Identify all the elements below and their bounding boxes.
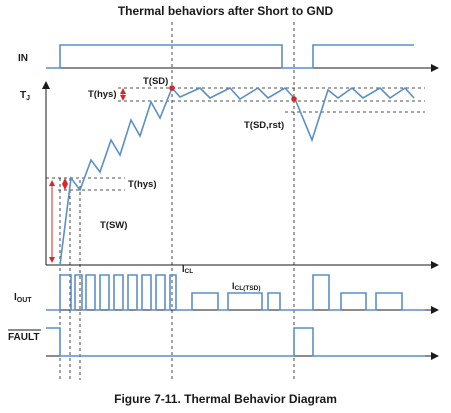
thys-low-label: T(hys)	[128, 179, 157, 190]
tj-label: TJ	[20, 90, 30, 102]
red-dimension-arrows	[49, 88, 126, 263]
tsw-label: T(SW)	[100, 220, 127, 231]
icl-tsd-label: ICL(TSD)	[232, 281, 261, 292]
icl-label: ICL	[182, 264, 193, 275]
tsd-point	[169, 85, 175, 91]
time-markers	[59, 22, 295, 380]
tsd-label: T(SD)	[143, 76, 168, 87]
in-waveform	[46, 44, 414, 69]
tsd-markers	[169, 85, 297, 102]
tsd-rst-label: T(SD,rst)	[244, 120, 284, 131]
fault-label: FAULT	[8, 332, 39, 343]
in-label: IN	[18, 53, 28, 64]
threshold-lines	[46, 87, 425, 191]
iout-label: IOUT	[14, 292, 32, 304]
tsd-rst-point	[291, 96, 297, 102]
fault-waveform	[46, 327, 425, 357]
tj-waveform	[59, 86, 415, 266]
figure-caption: Figure 7-11. Thermal Behavior Diagram	[114, 392, 337, 406]
thys-top-label: T(hys)	[88, 89, 117, 100]
iout-waveform	[46, 274, 425, 311]
axes	[42, 64, 439, 360]
diagram-title: Thermal behaviors after Short to GND	[117, 4, 334, 18]
